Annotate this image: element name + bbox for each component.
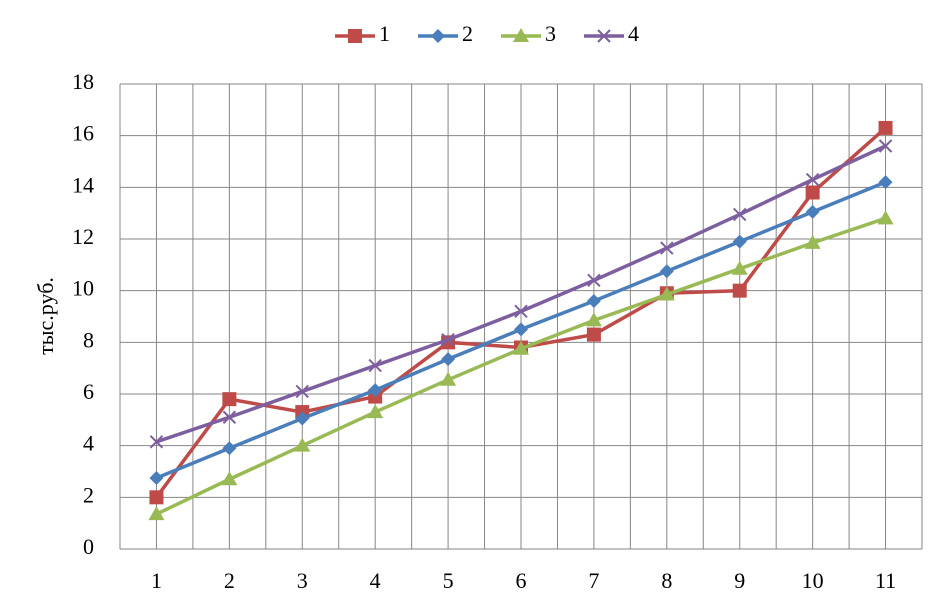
marker [221, 471, 238, 486]
marker [149, 470, 164, 485]
marker [440, 371, 457, 386]
y-tick-label: 2 [83, 482, 94, 507]
y-tick-label: 18 [72, 69, 94, 94]
x-tick-label: 10 [802, 568, 824, 593]
marker [514, 322, 528, 337]
marker [878, 120, 893, 135]
marker [348, 29, 362, 43]
marker [514, 304, 528, 319]
marker [367, 404, 384, 419]
legend-label: 1 [379, 21, 390, 46]
marker [659, 264, 674, 279]
marker [441, 352, 456, 367]
marker [294, 437, 311, 452]
legend-label: 2 [462, 21, 473, 46]
x-tick-label: 2 [224, 568, 235, 593]
marker [732, 234, 747, 249]
marker [877, 210, 894, 225]
y-tick-label: 14 [72, 172, 94, 197]
y-axis-label: тыс.руб. [33, 277, 58, 355]
marker [222, 410, 237, 424]
marker [597, 29, 611, 43]
y-tick-label: 6 [83, 379, 94, 404]
marker [368, 383, 383, 398]
marker [295, 384, 309, 399]
marker [805, 185, 820, 200]
legend-label: 4 [628, 21, 639, 46]
marker [441, 333, 455, 347]
marker [660, 241, 674, 255]
x-tick-label: 1 [151, 568, 162, 593]
legend-label: 3 [545, 21, 556, 46]
y-tick-label: 0 [83, 534, 94, 559]
marker [805, 204, 820, 219]
y-tick-label: 16 [72, 121, 94, 146]
marker [586, 294, 601, 308]
marker [585, 312, 602, 327]
marker [878, 139, 893, 153]
x-tick-label: 3 [297, 568, 308, 593]
marker [222, 441, 237, 456]
marker [222, 392, 237, 407]
x-tick-label: 4 [370, 568, 381, 593]
x-tick-label: 9 [734, 568, 745, 593]
x-tick-label: 11 [875, 568, 896, 593]
marker [149, 435, 164, 449]
marker [295, 411, 310, 426]
y-tick-label: 4 [83, 431, 94, 456]
marker [733, 207, 747, 222]
marker [732, 283, 747, 298]
x-tick-label: 7 [588, 568, 599, 593]
marker [587, 273, 601, 288]
marker [431, 29, 445, 43]
x-tick-label: 6 [516, 568, 527, 593]
y-tick-label: 10 [72, 276, 94, 301]
marker [149, 490, 164, 505]
x-tick-label: 8 [661, 568, 672, 593]
x-tick-label: 5 [443, 568, 454, 593]
marker [148, 506, 165, 521]
marker [513, 340, 529, 355]
marker [513, 28, 529, 42]
marker [586, 327, 601, 342]
marker [658, 286, 675, 301]
marker [878, 175, 893, 190]
y-tick-label: 8 [83, 327, 94, 352]
marker [731, 260, 748, 275]
marker [804, 234, 821, 249]
y-tick-label: 12 [72, 224, 94, 249]
marker [805, 172, 820, 187]
marker [368, 358, 382, 373]
